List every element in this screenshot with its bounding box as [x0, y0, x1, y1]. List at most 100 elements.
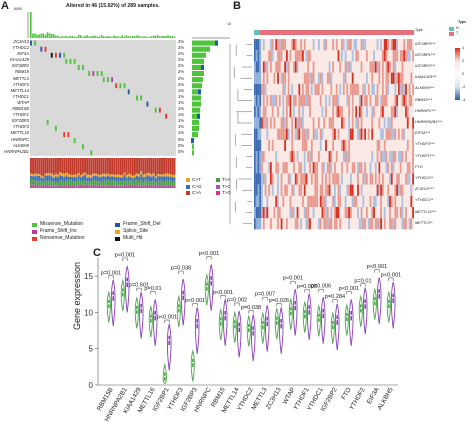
titv-segment — [79, 186, 82, 188]
heatmap-cell — [280, 128, 283, 140]
titv-segment — [129, 177, 132, 181]
titv-segment — [171, 158, 174, 175]
titv-segment — [125, 180, 128, 186]
heatmap-cell — [371, 128, 374, 140]
heatmap-cell — [376, 151, 379, 163]
gene-bar-part — [198, 89, 201, 95]
heatmap-cell — [328, 61, 331, 73]
mutation-cell — [54, 126, 57, 131]
heatmap-cell — [318, 83, 320, 95]
heatmap-cell — [289, 106, 292, 118]
titv-segment — [44, 173, 47, 176]
heatmap-cell — [348, 39, 350, 51]
mutation-cell — [34, 40, 37, 46]
titv-segment — [144, 158, 147, 175]
heatmap-cell — [293, 106, 295, 118]
heatmap-cell — [362, 83, 365, 95]
heatmap-cell — [293, 61, 295, 73]
scale-label: 4 — [462, 46, 464, 50]
heatmap-cell — [271, 139, 274, 151]
titv-segment — [152, 184, 155, 187]
median-tumor — [210, 279, 212, 282]
titv-segment — [125, 186, 128, 188]
heatmap-cell — [294, 39, 297, 51]
heatmap-gene-label: HNRNPC*** — [415, 108, 436, 113]
legend-item-n: N — [449, 27, 459, 31]
heatmap-cell — [328, 218, 331, 230]
heatmap-cell — [262, 95, 265, 107]
heatmap-cell — [257, 139, 260, 151]
gene-bar — [192, 150, 194, 156]
sample-bar — [171, 36, 174, 38]
heatmap-cell — [280, 218, 283, 230]
heatmap-cell — [261, 173, 263, 185]
titv-segment — [63, 181, 66, 186]
titv-segment — [69, 158, 72, 175]
titv-segment — [73, 176, 76, 182]
heatmap-cell — [314, 162, 317, 174]
heatmap-cell — [316, 184, 318, 196]
heatmap-cell — [394, 83, 397, 95]
heatmap-cell — [266, 95, 269, 107]
heatmap-cell — [348, 106, 350, 118]
titv-segment — [158, 184, 161, 187]
y-tick-label: 0 — [89, 381, 94, 390]
heatmap-cell — [339, 195, 342, 207]
titv-segment — [50, 173, 53, 177]
violin-tumor — [110, 279, 116, 327]
heatmap-cell — [334, 128, 336, 140]
violin-tumor — [152, 299, 158, 346]
heatmap-cell — [261, 184, 263, 196]
heatmap-cell — [271, 106, 274, 118]
heatmap-cell — [334, 218, 336, 230]
heatmap-cell — [348, 218, 350, 230]
heatmap-cell — [300, 117, 302, 129]
titv-segment — [67, 176, 70, 181]
heatmap-cell — [406, 106, 409, 118]
heatmap-cell — [278, 61, 281, 73]
heatmap-cell — [277, 195, 279, 207]
heatmap-cell — [364, 39, 366, 51]
heatmap-cell — [284, 61, 286, 73]
oncoplot-gene-label: METTL14 — [10, 87, 29, 93]
heatmap-cell — [293, 151, 295, 163]
heatmap-cell — [408, 162, 411, 174]
heatmap-cell — [392, 162, 395, 174]
titv-segment — [88, 177, 91, 181]
titv-segment — [104, 186, 107, 188]
heatmap-cell — [342, 72, 345, 84]
titv-segment — [148, 181, 151, 185]
p-value-label: p=0.601 — [129, 283, 149, 289]
heatmap-cell — [319, 195, 322, 207]
heatmap-cell — [389, 173, 391, 185]
legend-item-t: T — [449, 32, 459, 36]
violin-normal — [274, 307, 279, 340]
heatmap-cell — [255, 195, 258, 207]
heatmap-cell — [344, 72, 347, 84]
titv-segment — [90, 186, 93, 188]
sample-bar — [167, 35, 169, 38]
mutation-cell — [96, 71, 99, 76]
p-value-label: p=0.038 — [241, 305, 261, 311]
heatmap-cell — [412, 139, 414, 151]
heatmap-cell — [275, 39, 278, 51]
heatmap-cell — [293, 184, 295, 196]
heatmap-cell — [387, 39, 390, 51]
heatmap-cell — [378, 117, 381, 129]
violin-normal — [288, 297, 293, 330]
heatmap-cell — [387, 195, 390, 207]
titv-segment — [146, 158, 149, 174]
titv-segment — [102, 176, 105, 180]
heatmap-cell — [257, 95, 260, 107]
titv-segment — [154, 176, 157, 179]
heatmap-cell — [376, 83, 379, 95]
titv-segment — [30, 184, 32, 187]
violin-normal — [106, 290, 111, 323]
titv-segment — [42, 186, 45, 188]
titv-segment — [142, 177, 145, 183]
heatmap-cell — [371, 61, 374, 73]
titv-segment — [127, 173, 130, 177]
titv-segment — [82, 173, 84, 177]
median-normal — [220, 320, 222, 322]
titv-segment — [156, 180, 159, 185]
